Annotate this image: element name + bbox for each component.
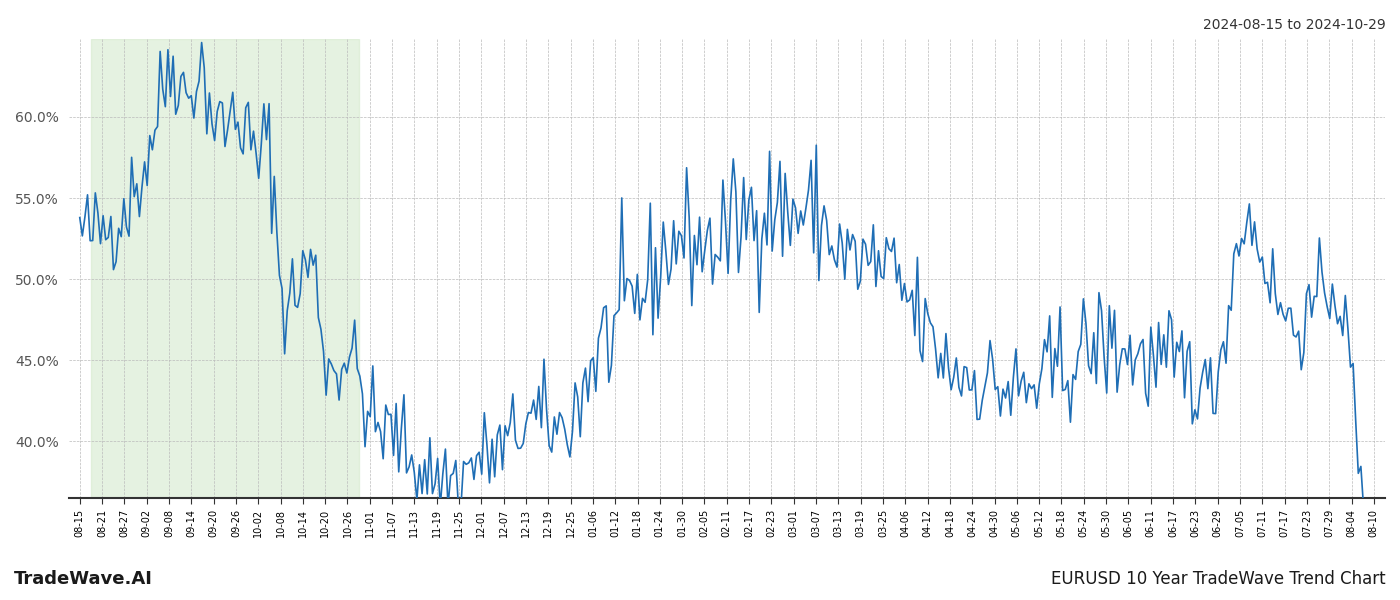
Text: 2024-08-15 to 2024-10-29: 2024-08-15 to 2024-10-29: [1203, 18, 1386, 32]
Text: EURUSD 10 Year TradeWave Trend Chart: EURUSD 10 Year TradeWave Trend Chart: [1051, 570, 1386, 588]
Text: TradeWave.AI: TradeWave.AI: [14, 570, 153, 588]
Bar: [91, 39, 358, 498]
